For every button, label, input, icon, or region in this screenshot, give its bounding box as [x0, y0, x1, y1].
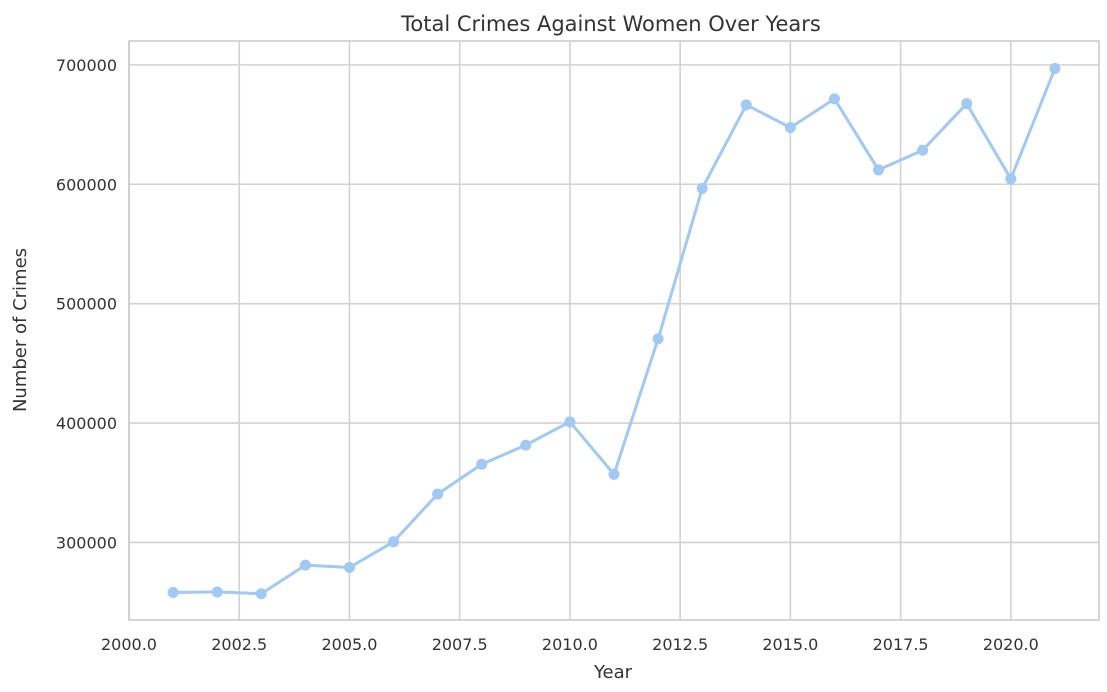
data-point	[167, 587, 179, 599]
plot-border	[128, 40, 1100, 621]
data-point	[873, 164, 885, 176]
data-point	[828, 93, 840, 105]
data-point	[432, 488, 444, 500]
x-tick-label: 2005.0	[321, 635, 377, 654]
y-axis-ticks: 300000 400000 500000 600000 700000	[56, 56, 117, 553]
data-point	[255, 588, 267, 600]
data-point	[343, 561, 355, 573]
y-axis-title: Number of Crimes	[10, 248, 31, 412]
x-tick-label: 2012.5	[652, 635, 708, 654]
y-tick-label: 300000	[56, 533, 117, 552]
data-point	[476, 458, 488, 470]
data-point	[520, 439, 532, 451]
series-layer	[167, 62, 1061, 600]
data-point	[1049, 62, 1061, 74]
data-point	[564, 416, 576, 428]
grid-lines	[128, 41, 1099, 620]
x-tick-label: 2015.0	[762, 635, 818, 654]
x-tick-label: 2017.5	[873, 635, 929, 654]
x-axis-ticks: 2000.0 2002.5 2005.0 2007.5 2010.0 2012.5 2015…	[101, 635, 1039, 654]
y-tick-label: 700000	[56, 56, 117, 75]
data-point	[696, 182, 708, 194]
data-point	[1005, 173, 1017, 185]
data-point	[961, 98, 973, 110]
data-point	[784, 122, 796, 134]
y-tick-label: 400000	[56, 414, 117, 433]
y-tick-label: 500000	[56, 295, 117, 314]
data-point	[917, 144, 929, 156]
data-point	[211, 586, 223, 598]
x-tick-label: 2020.0	[983, 635, 1039, 654]
data-point	[652, 333, 664, 345]
x-tick-label: 2007.5	[432, 635, 488, 654]
data-point	[740, 99, 752, 111]
plot-frame	[128, 40, 1100, 621]
data-point	[608, 468, 620, 480]
data-point	[299, 559, 311, 571]
x-axis-title: Year	[593, 662, 633, 683]
x-tick-label: 2002.5	[211, 635, 267, 654]
chart-title: Total Crimes Against Women Over Years	[400, 12, 821, 36]
x-tick-label: 2000.0	[101, 635, 157, 654]
data-point	[388, 536, 400, 548]
y-tick-label: 600000	[56, 175, 117, 194]
x-tick-label: 2010.0	[542, 635, 598, 654]
